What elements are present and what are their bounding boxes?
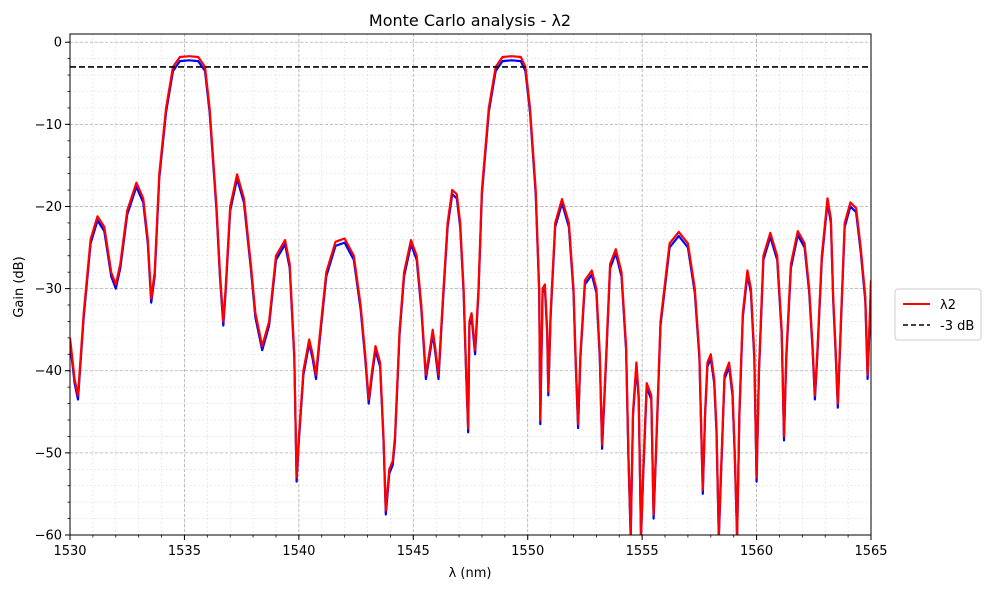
plot-frame xyxy=(69,33,872,536)
plot-area xyxy=(70,55,871,535)
x-tick-label: 1560 xyxy=(740,544,773,559)
axes: 1530 1535 1540 1545 1550 1555 1560 1565 0 −10 −20 −… xyxy=(35,36,888,559)
x-tick-label: 1565 xyxy=(854,544,887,559)
legend-label-lambda2: λ2 xyxy=(940,298,956,313)
y-tick-label: −50 xyxy=(35,446,62,461)
y-tick-label: −20 xyxy=(35,200,62,215)
series-group xyxy=(70,55,871,535)
series-line-lambda2 xyxy=(70,55,871,535)
legend-label-3db: -3 dB xyxy=(940,319,974,334)
x-tick-label: 1545 xyxy=(397,544,430,559)
x-tick-label: 1530 xyxy=(53,544,86,559)
x-tick-label: 1555 xyxy=(626,544,659,559)
legend-box xyxy=(894,288,982,341)
chart-title: Monte Carlo analysis - λ2 xyxy=(369,11,571,30)
y-axis-label: Gain (dB) xyxy=(12,256,27,317)
y-tick-label: −40 xyxy=(35,364,62,379)
x-tick-label: 1540 xyxy=(282,544,315,559)
y-tick-label: −30 xyxy=(35,282,62,297)
x-tick-label: 1550 xyxy=(511,544,544,559)
x-tick-label: 1535 xyxy=(168,544,201,559)
legend: λ2 -3 dB xyxy=(894,288,982,341)
y-tick-label: −60 xyxy=(35,529,62,544)
y-tick-label: −10 xyxy=(35,118,62,133)
x-axis-label: λ (nm) xyxy=(449,566,492,581)
y-tick-label: 0 xyxy=(54,36,62,51)
